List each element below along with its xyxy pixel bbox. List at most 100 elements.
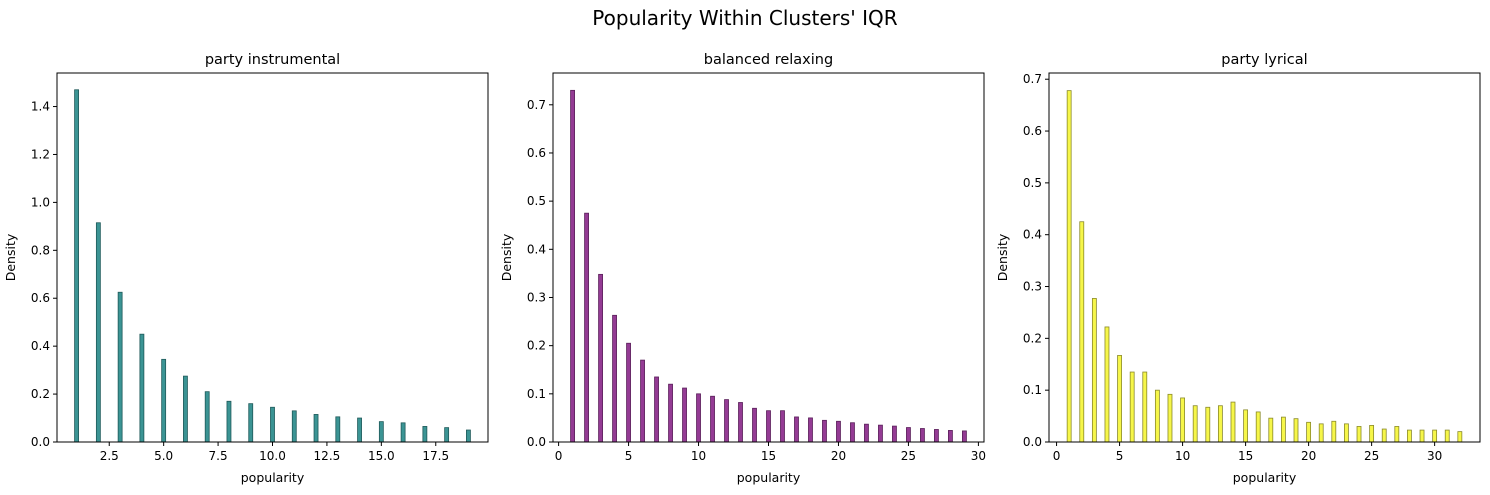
bar bbox=[357, 417, 362, 443]
bar bbox=[584, 212, 589, 443]
y-tick-label: 0.3 bbox=[1023, 280, 1042, 294]
bar bbox=[1407, 429, 1412, 443]
bar bbox=[95, 222, 101, 443]
bar bbox=[1419, 429, 1425, 443]
y-tick-label: 1.0 bbox=[31, 195, 50, 209]
bar bbox=[183, 375, 188, 443]
x-tick-label: 30 bbox=[971, 449, 986, 463]
x-axis-label: popularity bbox=[1233, 470, 1297, 485]
bar bbox=[598, 273, 603, 443]
y-tick-label: 0.3 bbox=[527, 290, 546, 304]
subplot-2: 0 5 10 15 20 25 30 0.0 0.1 0.2 0.3 0.4 0.5 0.6 0.7 bala… bbox=[499, 52, 986, 485]
y-axis-label: Density bbox=[995, 233, 1010, 281]
bar bbox=[1255, 411, 1261, 443]
bar bbox=[270, 406, 275, 443]
bar bbox=[1432, 429, 1438, 443]
bar bbox=[892, 425, 897, 443]
bar bbox=[1217, 405, 1223, 443]
bar bbox=[1293, 418, 1299, 443]
y-tick-label: 0.6 bbox=[31, 291, 50, 305]
y-tick-label: 0.0 bbox=[31, 435, 50, 449]
bar bbox=[400, 422, 406, 443]
bar bbox=[1066, 90, 1072, 443]
x-tick-label: 5 bbox=[625, 449, 633, 463]
x-tick-label: 10 bbox=[1175, 449, 1190, 463]
x-tick-label: 15.0 bbox=[368, 449, 395, 463]
bar bbox=[738, 402, 743, 443]
bar bbox=[696, 393, 701, 443]
bar bbox=[962, 430, 967, 443]
x-tick-label: 25 bbox=[1364, 449, 1379, 463]
bar bbox=[466, 429, 471, 443]
bar bbox=[1457, 431, 1463, 443]
x-tick-label: 0 bbox=[555, 449, 563, 463]
bar bbox=[1344, 423, 1349, 443]
bar bbox=[335, 416, 341, 443]
bar bbox=[1281, 416, 1286, 443]
y-tick-label: 0.0 bbox=[1023, 435, 1042, 449]
x-axis-label: popularity bbox=[737, 470, 801, 485]
subplot-title: balanced relaxing bbox=[704, 52, 833, 68]
y-tick-label: 0.1 bbox=[527, 387, 546, 401]
y-tick-label: 0.8 bbox=[31, 243, 50, 257]
subplot-title: party instrumental bbox=[205, 52, 340, 68]
bar bbox=[808, 417, 813, 443]
bar bbox=[422, 426, 428, 443]
x-tick-label: 15 bbox=[1238, 449, 1253, 463]
bar bbox=[1306, 421, 1312, 443]
bar bbox=[570, 89, 575, 443]
bar bbox=[204, 391, 210, 443]
y-tick-label: 0.4 bbox=[527, 242, 546, 256]
bar bbox=[226, 400, 232, 443]
bar bbox=[161, 358, 167, 443]
bar bbox=[1205, 406, 1211, 443]
x-tick-label: 30 bbox=[1427, 449, 1442, 463]
y-tick-label: 1.4 bbox=[31, 100, 50, 114]
x-tick-label: 17.5 bbox=[422, 449, 449, 463]
bar bbox=[850, 422, 855, 443]
bar bbox=[906, 427, 911, 443]
bar bbox=[682, 387, 687, 443]
bar bbox=[1154, 389, 1160, 443]
x-tick-label: 25 bbox=[901, 449, 916, 463]
y-tick-label: 0.0 bbox=[527, 435, 546, 449]
bar bbox=[710, 395, 715, 443]
x-tick-label: 7.5 bbox=[209, 449, 228, 463]
bar bbox=[822, 419, 827, 443]
bar bbox=[378, 421, 384, 443]
bar bbox=[626, 342, 631, 443]
y-tick-label: 0.7 bbox=[1023, 72, 1042, 86]
x-tick-label: 10 bbox=[691, 449, 706, 463]
figure-title: Popularity Within Clusters' IQR bbox=[592, 6, 898, 30]
y-tick-label: 1.2 bbox=[31, 147, 50, 161]
bar bbox=[117, 291, 123, 443]
x-tick-label: 0 bbox=[1053, 449, 1061, 463]
bar bbox=[1318, 423, 1324, 443]
bar bbox=[1142, 371, 1148, 443]
bar bbox=[836, 420, 841, 443]
bar bbox=[248, 403, 254, 443]
bar bbox=[139, 333, 145, 443]
y-tick-label: 0.4 bbox=[31, 339, 50, 353]
x-tick-label: 20 bbox=[1301, 449, 1316, 463]
bar bbox=[934, 429, 939, 443]
axes-frame bbox=[552, 72, 985, 443]
bar bbox=[1230, 401, 1236, 443]
y-tick-label: 0.6 bbox=[1023, 124, 1042, 138]
bar bbox=[1167, 393, 1173, 443]
bar bbox=[1369, 425, 1375, 443]
bar bbox=[1192, 405, 1198, 443]
x-tick-label: 5 bbox=[1116, 449, 1124, 463]
bar bbox=[1356, 426, 1362, 443]
subplot-3: 0 5 10 15 20 25 30 0.0 0.1 0.2 0.3 0.4 0.5 0.6 0.7 part… bbox=[995, 52, 1481, 485]
bar bbox=[1091, 298, 1097, 443]
bar bbox=[1444, 429, 1450, 443]
y-axis-label: Density bbox=[3, 233, 18, 281]
y-tick-label: 0.6 bbox=[527, 146, 546, 160]
bar bbox=[766, 410, 771, 443]
y-tick-label: 0.5 bbox=[527, 194, 546, 208]
bar bbox=[1129, 371, 1135, 443]
bar bbox=[1381, 428, 1387, 443]
y-tick-label: 0.2 bbox=[1023, 331, 1042, 345]
